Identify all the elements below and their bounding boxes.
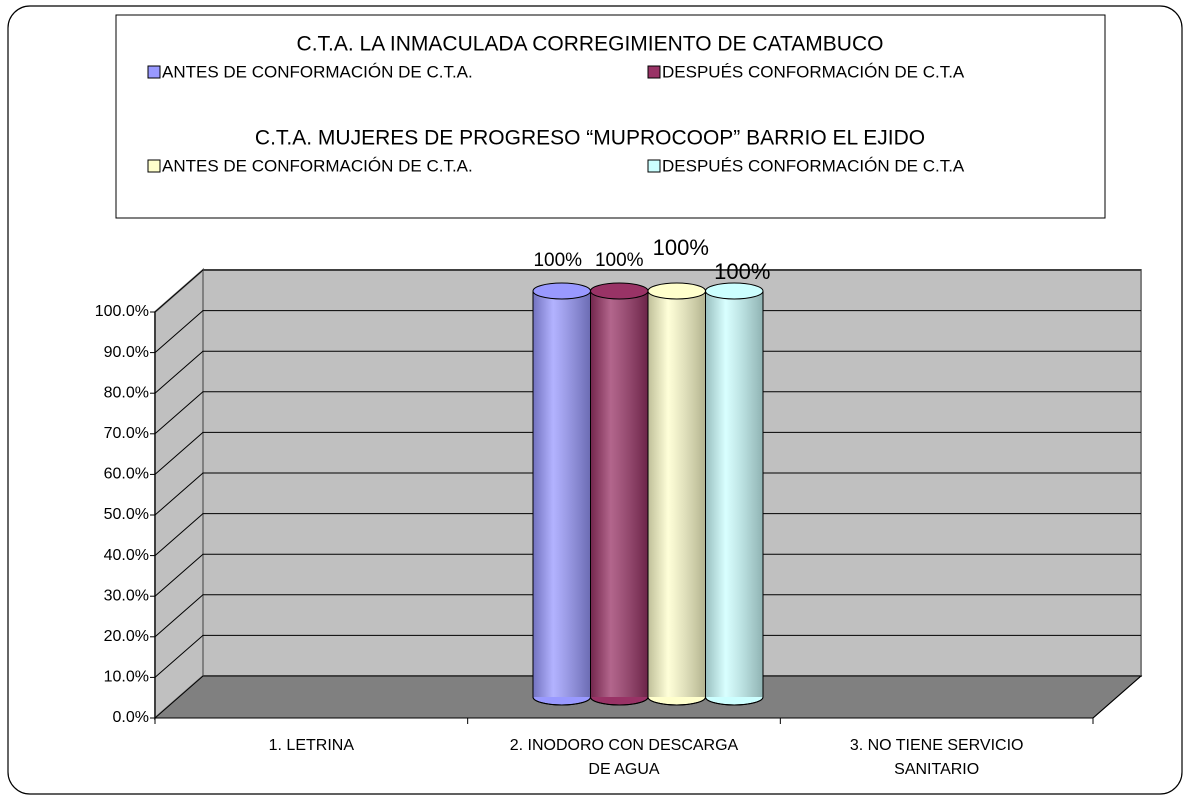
grid-line [154,391,1141,435]
floor-edge [1092,675,1142,719]
y-tick-label: 80.0% [104,384,149,401]
cylinder-top [532,282,591,300]
bar-shade [705,291,763,697]
y-tick-label: 40.0% [104,547,149,564]
y-tick-label: 100.0% [95,303,149,320]
legend-box [115,14,1106,219]
bar-bottom [532,696,591,706]
bar-bottom [705,696,764,706]
bar-bottom [647,696,706,706]
bar-shade [533,291,591,697]
y-tick-label: 20.0% [104,628,149,645]
data-label: 100% [653,235,709,260]
y-tick-label: 0.0% [113,709,149,726]
data-label: 100% [714,259,770,284]
grid-line [154,431,1141,475]
legend-swatch [647,159,661,173]
cylinder-top [590,282,649,300]
x-tick-label: 1. LETRINA [269,737,355,754]
data-label: 100% [533,250,582,271]
y-tick-label: 30.0% [104,587,149,604]
cylinder-top [647,282,706,300]
cylinder-top [705,282,764,300]
grid-line [154,269,1141,313]
bar-shade [648,291,706,697]
grid-line [154,310,1141,353]
grid-line [154,634,1141,678]
legend-label: DESPUÉS CONFORMACIÓN DE C.T.A [662,62,965,81]
grid-line [154,553,1141,597]
y-tick-label: 90.0% [104,344,149,361]
y-tick-label: 10.0% [104,669,149,686]
grid-line [154,350,1141,394]
grid-line [154,594,1141,638]
cylinder [590,282,649,706]
data-label: 100% [595,250,644,271]
bar-shade [590,291,648,697]
legend-swatch [647,65,661,79]
x-tick-label: 2. INODORO CON DESCARGA DE AGUA [510,737,739,778]
grid-line [154,513,1141,556]
legend-title: C.T.A. MUJERES DE PROGRESO “MUPROCOOP” B… [255,127,925,150]
y-tick-label: 50.0% [104,506,149,523]
cylinder [705,282,764,706]
grid-line [154,472,1141,516]
y-tick-label: 70.0% [104,425,149,442]
legend-label: ANTES DE CONFORMACIÓN DE C.T.A. [162,62,473,81]
y-tick-label: 60.0% [104,466,149,483]
legend-swatch [147,159,161,173]
x-tick-label: 3. NO TIENE SERVICIO SANITARIO [850,737,1024,778]
legend-label: DESPUÉS CONFORMACIÓN DE C.T.A [662,156,965,175]
cylinder [647,282,706,706]
legend-title: C.T.A. LA INMACULADA CORREGIMIENTO DE CA… [297,33,884,56]
legend-swatch [147,65,161,79]
bar-bottom [590,696,649,706]
legend-label: ANTES DE CONFORMACIÓN DE C.T.A. [162,156,473,175]
cylinder [532,282,591,706]
